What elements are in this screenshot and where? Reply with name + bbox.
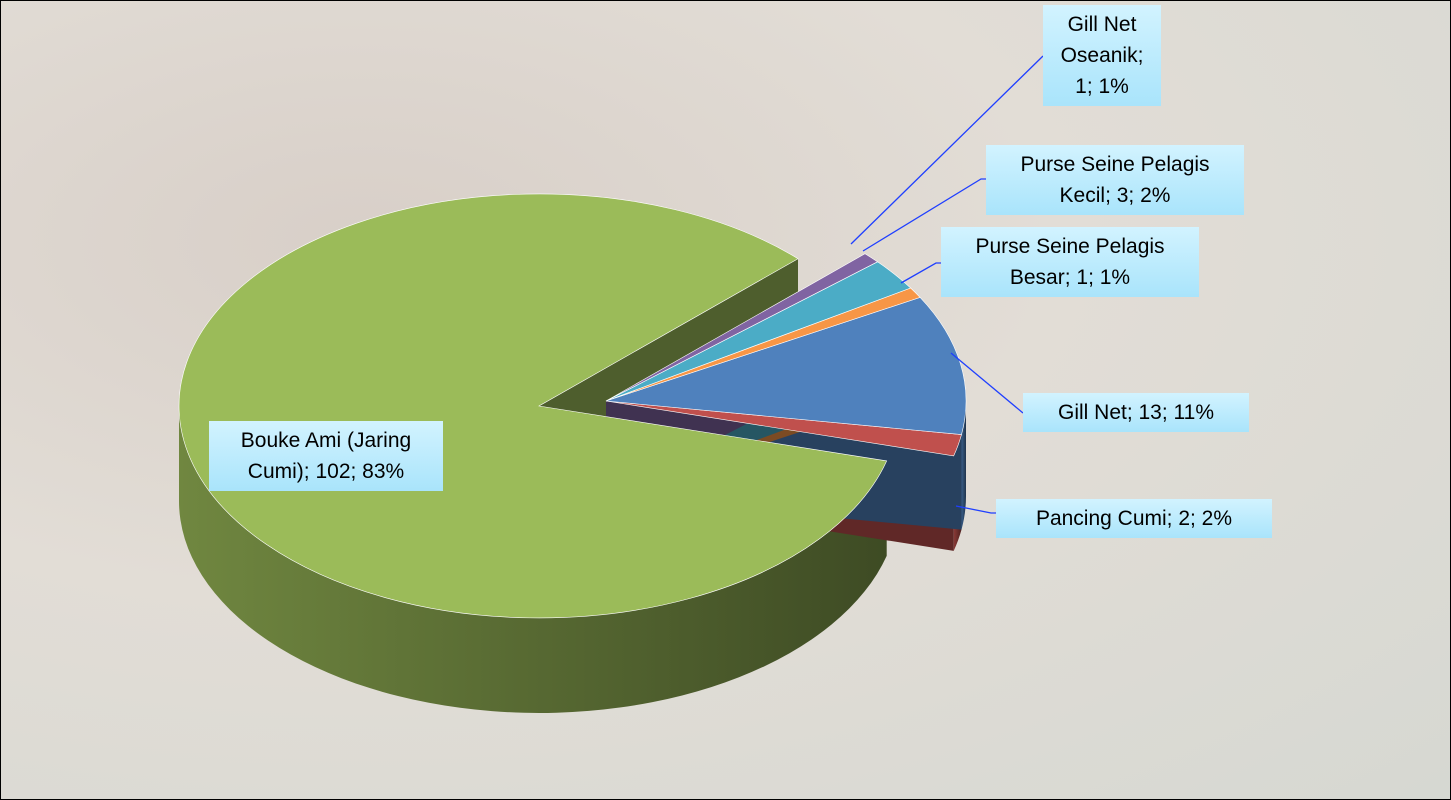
data-label: Purse Seine Pelagis Besar; 1; 1% [941,227,1199,297]
data-label: Gill Net; 13; 11% [1023,393,1249,432]
chart: Bouke Ami (Jaring Cumi); 102; 83% Pancin… [0,0,1451,800]
data-label: Pancing Cumi; 2; 2% [996,499,1272,538]
data-label: Gill Net Oseanik; 1; 1% [1043,5,1161,106]
data-label: Bouke Ami (Jaring Cumi); 102; 83% [209,421,443,491]
leader-line [901,263,942,283]
data-label: Purse Seine Pelagis Kecil; 3; 2% [986,145,1244,215]
